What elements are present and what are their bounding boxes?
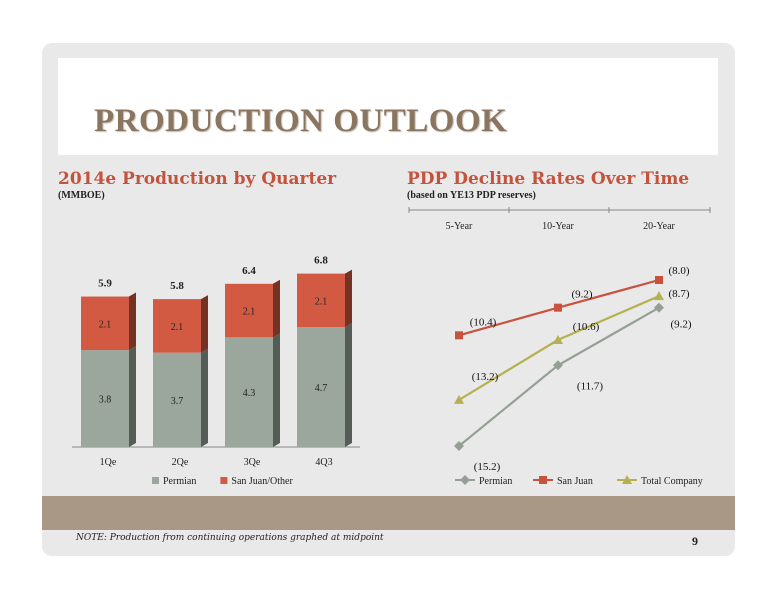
line-category-label: 20-Year bbox=[643, 221, 675, 232]
bar-segment-label: 2.1 bbox=[99, 319, 112, 330]
line-data-label: (10.4) bbox=[470, 316, 497, 328]
bar-category-label: 2Qe bbox=[172, 457, 189, 468]
bar-side-permian-1 bbox=[129, 346, 136, 447]
bar-permian-4q3 bbox=[297, 327, 345, 447]
bar-category-label: 4Q3 bbox=[315, 457, 332, 468]
line-point-total-company bbox=[454, 394, 464, 404]
bar-permian-1qe bbox=[81, 350, 129, 447]
line-data-label: (13.2) bbox=[472, 371, 499, 383]
bar-category-label: 3Qe bbox=[244, 457, 261, 468]
line-legend-label: Total Company bbox=[641, 476, 703, 487]
bar-total-label: 6.4 bbox=[242, 265, 256, 277]
line-category-label: 5-Year bbox=[446, 221, 473, 232]
bar-segment-label: 3.8 bbox=[99, 395, 112, 406]
line-category-label: 10-Year bbox=[542, 221, 574, 232]
bar-chart-title: 2014e Production by Quarter bbox=[58, 169, 337, 189]
bar-chart: 3.8 2.1 5.9 1Qe 3.7 2.1 5.8 2Qe 4.3 2.1 6.4 3Qe 4.7 2… bbox=[72, 255, 360, 487]
bar-segment-label: 2.1 bbox=[243, 307, 256, 318]
line-data-label: (9.2) bbox=[670, 319, 691, 331]
bar-san-juan-other-2qe bbox=[153, 299, 201, 353]
bar-total-label: 5.9 bbox=[98, 278, 112, 290]
bar-segment-label: 3.7 bbox=[171, 396, 184, 407]
bar-total-label: 6.8 bbox=[314, 255, 328, 267]
bar-side-san-juan-other-3 bbox=[273, 279, 280, 338]
legend-swatch-1 bbox=[152, 477, 159, 484]
slide: PRODUCTION OUTLOOK 2014e Production by Q… bbox=[42, 43, 735, 556]
bar-side-permian-3 bbox=[273, 333, 280, 447]
bar-side-san-juan-other-1 bbox=[129, 292, 136, 351]
line-data-label: (15.2) bbox=[474, 461, 501, 473]
bar-side-san-juan-other-4 bbox=[345, 269, 352, 328]
page-number: 9 bbox=[692, 534, 698, 548]
bar-permian-2qe bbox=[153, 352, 201, 447]
bar-segment-label: 2.1 bbox=[171, 322, 184, 333]
bar-san-juan-other-1qe bbox=[81, 296, 129, 351]
line-series-total-company bbox=[458, 295, 660, 401]
slide-title: PRODUCTION OUTLOOK bbox=[94, 103, 508, 139]
line-point-permian bbox=[454, 441, 464, 451]
line-point-permian bbox=[553, 360, 563, 371]
line-data-label: (8.0) bbox=[668, 265, 689, 277]
line-legend-marker-3 bbox=[622, 475, 632, 484]
line-point-total-company bbox=[553, 334, 563, 344]
line-point-san-juan bbox=[655, 276, 663, 284]
title-box: PRODUCTION OUTLOOK bbox=[58, 58, 718, 155]
line-chart-title: PDP Decline Rates Over Time bbox=[407, 169, 690, 189]
line-point-total-company bbox=[654, 291, 664, 301]
line-chart-subtitle: (based on YE13 PDP reserves) bbox=[407, 190, 536, 201]
line-chart: 5-Year 10-Year 20-Year (15.2) (11.7) (9.2) (10… bbox=[408, 207, 711, 487]
bar-segment-label: 4.7 bbox=[315, 383, 328, 394]
bar-side-san-juan-other-2 bbox=[201, 295, 208, 353]
legend-swatch-2 bbox=[220, 477, 228, 484]
line-legend-label: Permian bbox=[479, 476, 512, 487]
bar-san-juan-other-4q3 bbox=[297, 273, 345, 328]
line-point-san-juan bbox=[554, 303, 562, 312]
bar-side-permian-2 bbox=[201, 348, 208, 447]
footer-band bbox=[42, 496, 735, 530]
footnote: NOTE: Production from continuing operati… bbox=[76, 533, 384, 543]
legend-label: Permian bbox=[163, 476, 196, 487]
bar-chart-subtitle: (MMBOE) bbox=[58, 190, 105, 201]
bar-san-juan-other-3qe bbox=[225, 283, 273, 338]
bar-segment-label: 2.1 bbox=[315, 296, 328, 307]
bar-total-label: 5.8 bbox=[170, 280, 184, 292]
line-legend-marker-2 bbox=[539, 476, 547, 484]
bar-segment-label: 4.3 bbox=[243, 388, 256, 399]
line-data-label: (8.7) bbox=[668, 288, 689, 300]
line-data-label: (10.6) bbox=[573, 321, 600, 333]
line-legend-label: San Juan bbox=[557, 476, 593, 487]
line-point-permian bbox=[654, 302, 664, 313]
line-data-label: (9.2) bbox=[571, 289, 592, 301]
line-point-san-juan bbox=[455, 331, 463, 340]
bar-side-permian-4 bbox=[345, 323, 352, 447]
bar-category-label: 1Qe bbox=[100, 457, 117, 468]
line-legend-marker-1 bbox=[460, 475, 470, 485]
legend-label: San Juan/Other bbox=[231, 476, 293, 487]
line-data-label: (11.7) bbox=[577, 380, 604, 392]
bar-permian-3qe bbox=[225, 337, 273, 447]
